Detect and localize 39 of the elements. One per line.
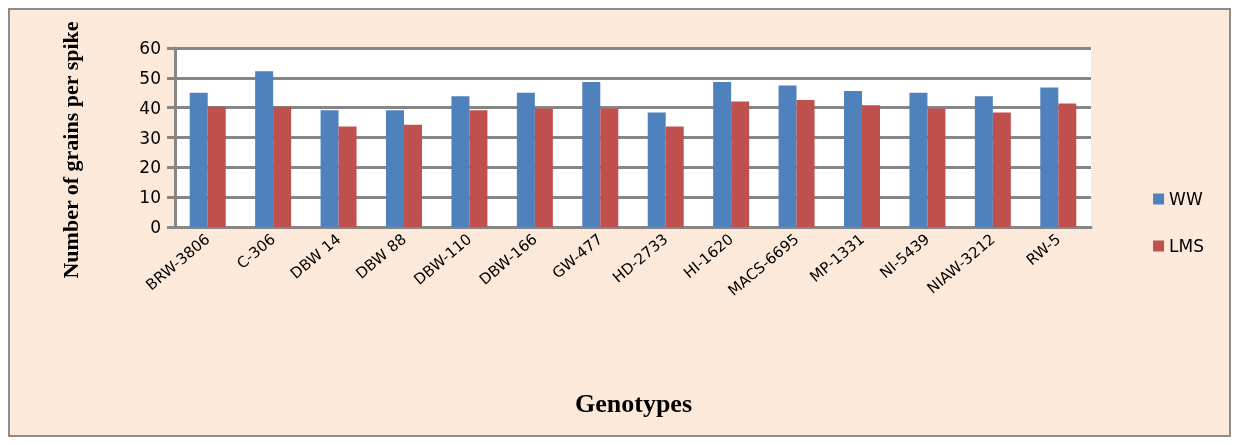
legend-label: WW [1169, 189, 1203, 209]
bar [927, 108, 946, 227]
bar [974, 96, 993, 227]
bar [582, 82, 601, 227]
bar [1058, 103, 1077, 227]
x-axis-title: Genotypes [575, 388, 692, 418]
y-tick-label: 10 [139, 187, 161, 208]
bar [516, 92, 535, 227]
y-tick-label: 60 [139, 38, 161, 58]
bar [273, 106, 292, 227]
bar [713, 82, 732, 227]
bar [207, 106, 226, 227]
y-tick-label: 0 [150, 217, 161, 237]
bar [404, 124, 422, 227]
bar [909, 92, 928, 227]
bar [255, 71, 274, 227]
bar [386, 110, 404, 227]
bar [320, 110, 339, 227]
bar [647, 112, 666, 227]
bar [469, 110, 488, 227]
y-axis-title: Number of grains per spike [57, 21, 83, 279]
bar [665, 126, 684, 227]
bar [600, 108, 619, 227]
bar [1040, 87, 1059, 227]
bar [844, 90, 862, 227]
y-tick-label: 20 [139, 157, 161, 178]
bar [451, 96, 470, 227]
bar [796, 99, 815, 227]
y-tick-label: 40 [139, 97, 161, 118]
bar [862, 105, 880, 227]
y-tick-label: 50 [139, 67, 161, 88]
bar [992, 112, 1011, 227]
bar [778, 85, 797, 227]
bar [731, 101, 750, 227]
bar [338, 126, 357, 227]
bar [189, 92, 208, 227]
legend-label: LMS [1169, 236, 1205, 256]
bar [534, 108, 553, 227]
y-tick-label: 30 [139, 127, 161, 148]
